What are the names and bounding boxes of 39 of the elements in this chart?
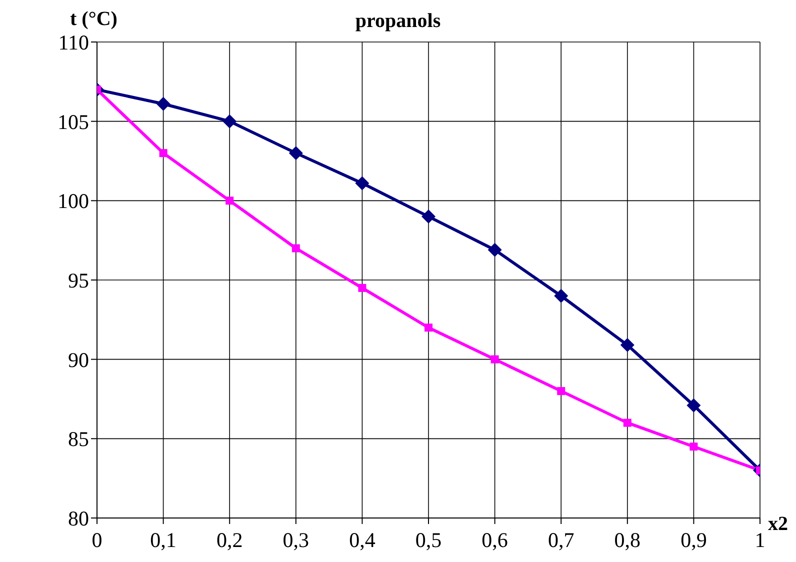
point <box>159 149 168 158</box>
x-tick-label: 0,3 <box>282 528 310 552</box>
x-tick-label: 0,8 <box>614 528 641 552</box>
point <box>620 338 634 352</box>
y-tick-label: 110 <box>58 30 89 54</box>
x-tick-label: 0,4 <box>349 528 376 552</box>
x-tick-label: 0,6 <box>482 528 508 552</box>
point <box>156 96 170 111</box>
y-tick-label: 80 <box>68 506 89 530</box>
point <box>686 398 701 412</box>
y-tick-label: 95 <box>68 268 89 292</box>
chart-title: propanols <box>355 10 441 32</box>
y-axis-title: t (°C) <box>70 8 118 31</box>
x-tick-label: 0,9 <box>680 528 707 552</box>
point <box>358 284 366 292</box>
point <box>690 442 698 451</box>
x-axis-title: x2 <box>768 513 788 536</box>
point <box>226 196 234 205</box>
point <box>222 114 237 128</box>
y-tick-label: 100 <box>58 189 89 214</box>
y-tick-label: 105 <box>58 110 89 134</box>
point <box>424 324 432 332</box>
x-tick-label: 0,2 <box>216 528 243 552</box>
x-tick-label: 0,1 <box>150 528 176 552</box>
point <box>490 355 499 364</box>
point <box>554 288 568 303</box>
point <box>623 418 632 427</box>
point <box>288 146 303 160</box>
point <box>422 210 436 224</box>
point <box>292 244 300 252</box>
y-tick-label: 90 <box>68 348 89 372</box>
point <box>488 242 502 257</box>
y-tick-label: 85 <box>68 427 89 452</box>
x-tick-label: 0,5 <box>415 528 442 552</box>
x-tick-label: 1 <box>754 528 766 552</box>
x-tick-label: 0,7 <box>548 528 574 552</box>
x-tick-label: 0 <box>92 528 102 552</box>
point <box>557 387 566 396</box>
point <box>355 176 370 190</box>
